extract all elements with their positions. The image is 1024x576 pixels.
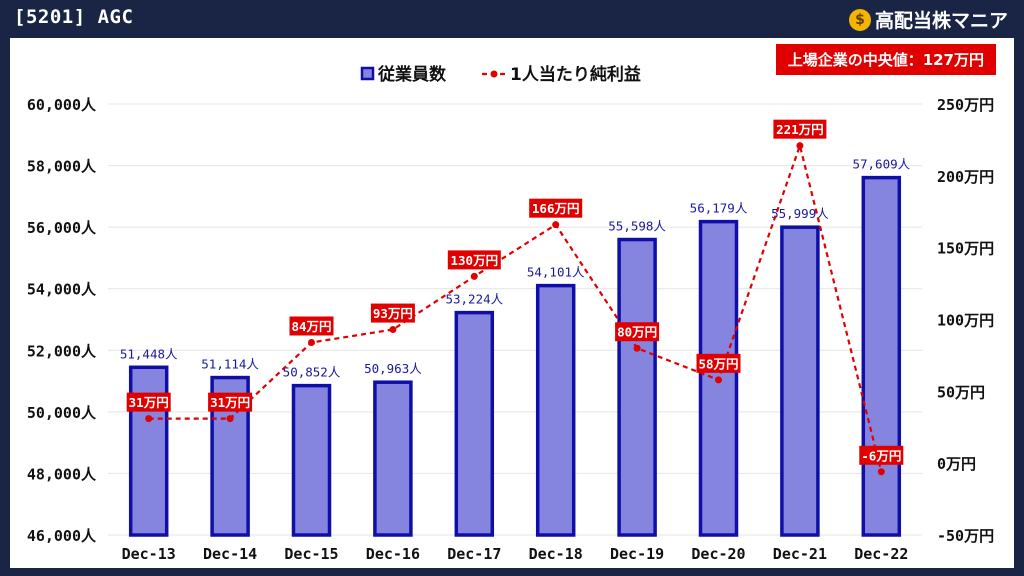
line-point — [389, 326, 397, 334]
y-left-tick-label: 50,000人 — [27, 404, 97, 422]
y-left-tick-label: 58,000人 — [27, 158, 97, 176]
bar — [128, 365, 169, 537]
line-data-label-box — [289, 316, 334, 336]
y-right-tick-label: 250万円 — [937, 96, 994, 114]
bar — [780, 225, 820, 537]
bar — [535, 283, 576, 537]
bar-data-label: 50,963人 — [364, 361, 422, 376]
x-tick-label: Dec-15 — [284, 545, 338, 563]
bar-data-label: 50,852人 — [283, 365, 341, 380]
line-data-label: -6万円 — [861, 448, 901, 463]
line-point — [145, 415, 153, 423]
bar — [373, 380, 413, 537]
y-right-tick-label: -50万円 — [937, 527, 994, 545]
brand-name: 高配当株マニア — [874, 10, 1008, 32]
x-tick-label: Dec-16 — [366, 545, 420, 563]
line-data-label: 166万円 — [532, 201, 580, 216]
bar — [861, 175, 902, 537]
series-line-per-capita-profit — [148, 141, 883, 473]
line-point — [308, 338, 315, 346]
legend-line-marker — [490, 70, 498, 78]
line-point — [633, 344, 641, 352]
line-data-label-box — [615, 322, 660, 342]
bar-data-label: 51,448人 — [120, 346, 178, 361]
bar-data-label: 57,609人 — [852, 157, 910, 172]
x-tick-label: Dec-18 — [529, 545, 583, 563]
x-tick-label: Dec-20 — [691, 545, 745, 563]
bar-data-label: 51,114人 — [201, 357, 259, 372]
x-tick-label: Dec-19 — [610, 545, 664, 563]
line-point — [470, 272, 478, 280]
line-data-label-box — [447, 250, 501, 270]
bar-data-label: 55,598人 — [608, 219, 666, 234]
bar-data-label: 56,179人 — [690, 201, 748, 216]
line-data-label: 93万円 — [373, 306, 413, 321]
median-badge: 上場企業の中央値：127万円 — [775, 44, 996, 75]
line-data-label-box — [773, 119, 827, 139]
line-data-label: 31万円 — [129, 395, 169, 410]
page-title: [5201] AGC — [14, 6, 134, 28]
line-data-label-box — [370, 303, 415, 323]
legend-label-profit: 1人当たり純利益 — [510, 64, 641, 85]
bar-data-label: 54,101人 — [527, 265, 585, 280]
line-data-label-box — [126, 392, 171, 412]
y-left-tick-label: 56,000人 — [27, 219, 97, 237]
line-point — [877, 468, 885, 476]
line-data-label: 80万円 — [617, 325, 657, 340]
y-right-tick-label: 200万円 — [937, 168, 994, 186]
line-data-label-box — [208, 392, 253, 412]
y-right-tick-label: 50万円 — [937, 383, 985, 401]
legend-bar-swatch — [360, 66, 375, 81]
x-tick-label: Dec-13 — [122, 545, 176, 563]
brand-logo: $ 高配当株マニア — [848, 6, 1008, 33]
line-data-label: 130万円 — [451, 253, 499, 268]
legend-label-employees: 従業員数 — [377, 64, 447, 85]
bar-data-label: 55,999人 — [771, 206, 829, 221]
line-data-label: 31万円 — [210, 395, 250, 410]
chart-panel — [10, 38, 1014, 568]
x-tick-label: Dec-17 — [447, 545, 501, 563]
bar — [698, 219, 739, 537]
line-point — [226, 415, 234, 423]
line-data-label: 84万円 — [291, 319, 331, 334]
y-right-tick-label: 0万円 — [937, 455, 976, 473]
money-bag-icon: $ — [848, 8, 871, 31]
line-data-label: 58万円 — [698, 356, 738, 371]
bar — [291, 383, 332, 537]
line-point — [796, 142, 804, 150]
line-point — [715, 376, 722, 384]
y-left-tick-label: 46,000人 — [27, 527, 97, 545]
bar-data-label: 53,224人 — [445, 292, 503, 307]
x-tick-label: Dec-14 — [203, 545, 257, 563]
x-tick-label: Dec-22 — [854, 545, 908, 563]
x-tick-label: Dec-21 — [773, 545, 827, 563]
y-left-tick-label: 52,000人 — [27, 342, 97, 360]
bar — [617, 237, 657, 537]
y-left-tick-label: 48,000人 — [27, 465, 97, 483]
bar — [454, 310, 495, 537]
y-left-tick-label: 60,000人 — [27, 96, 97, 114]
line-point — [552, 221, 560, 229]
line-data-label-box — [696, 353, 741, 373]
y-left-tick-label: 54,000人 — [27, 281, 97, 299]
line-data-label-box — [859, 445, 904, 465]
y-right-tick-label: 150万円 — [937, 240, 994, 258]
line-data-label-box — [529, 198, 583, 218]
line-data-label: 221万円 — [776, 122, 824, 137]
y-right-tick-label: 100万円 — [937, 312, 994, 330]
